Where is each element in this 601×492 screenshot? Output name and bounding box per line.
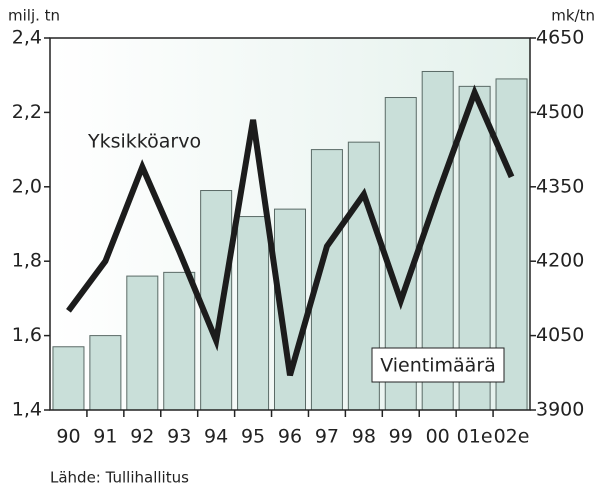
x-tick-label: 93 [167,426,191,448]
y2-tick-label: 4350 [536,175,584,197]
x-tick-label: 98 [352,426,376,448]
series-label: Yksikköarvo [87,131,201,153]
x-tick-label: 96 [278,426,302,448]
bar [237,216,270,411]
x-tick-label: 97 [315,426,339,448]
x-tick-label: 95 [241,426,265,448]
y-tick-label: 1,8 [12,250,42,272]
bar [163,271,196,411]
x-tick-label: 02e [494,426,530,448]
x-tick-label: 99 [389,426,413,448]
line [66,84,515,377]
x-tick-label: 90 [56,426,80,448]
bar [89,335,122,411]
bar [200,190,233,411]
plot-frame [49,37,531,411]
series-label: Vientimäärä [380,355,496,377]
y-tick-label: 2,4 [12,27,42,49]
y-tick-label: 1,6 [12,324,42,346]
y-tick-label: 2,0 [12,175,42,197]
x-tick-label: 94 [204,426,228,448]
y2-tick-label: 4500 [536,101,584,123]
x-tick-label: 91 [93,426,117,448]
x-tick-label: 00 [426,426,450,448]
y-tick-label: 2,2 [12,101,42,123]
bar [126,275,159,411]
x-tick-label: 92 [130,426,154,448]
y-tick-label: 1,4 [12,399,42,421]
source: Lähde: Tullihallitus [50,469,189,487]
y2-tick-label: 3900 [536,399,584,421]
y2-tick-label: 4050 [536,324,584,346]
y2-tick-label: 4650 [536,27,584,49]
y2-tick-label: 4200 [536,250,584,272]
x-tick-label: 01e [457,426,493,448]
bar [52,346,85,411]
y2-axis-label: mk/tn [551,7,595,25]
y-axis-label: milj. tn [8,7,60,25]
label-box [371,347,505,383]
